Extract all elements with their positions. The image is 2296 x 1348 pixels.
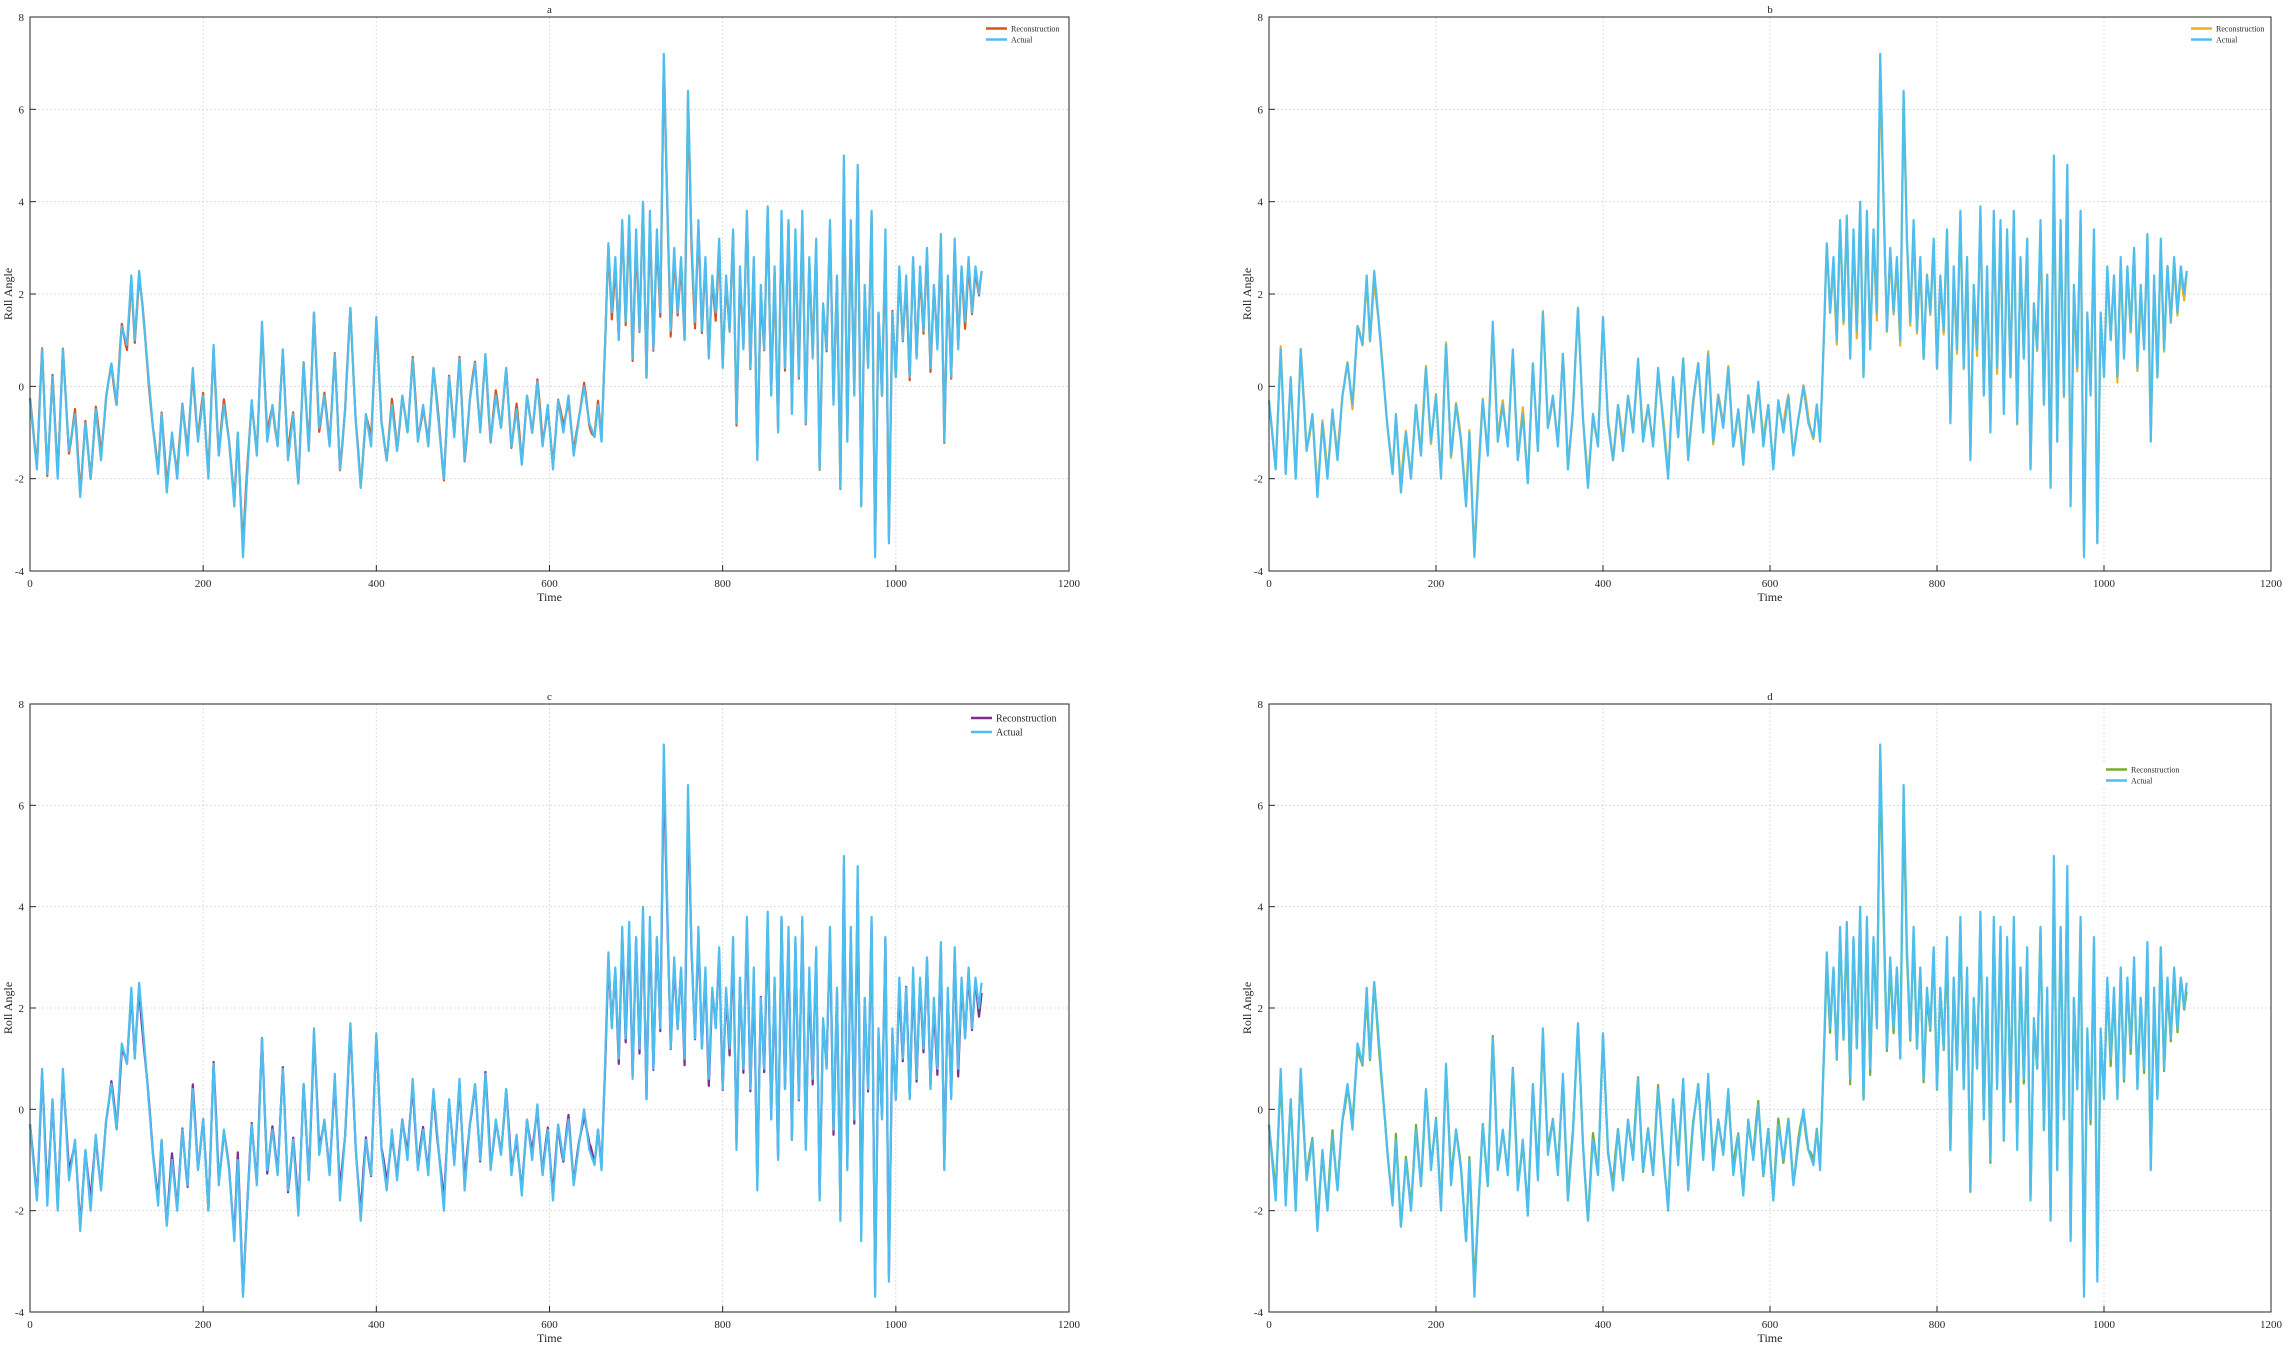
legend-label-actual: Actual (1011, 36, 1033, 45)
legend-label-actual: Actual (996, 728, 1023, 739)
y-tick-label: -2 (1254, 474, 1263, 486)
subplot-d: 0 200 400 600 800 1000 1200 -4 -2 0 2 4 6 8 d Time Roll … (1240, 691, 2283, 1345)
y-tick-label: 0 (19, 1104, 25, 1116)
x-tick-label: 0 (1266, 1319, 1272, 1331)
series-line-actual (1267, 743, 2188, 1298)
legend-label-reconstruction: Reconstruction (2131, 766, 2179, 775)
x-tick-label: 200 (195, 578, 212, 590)
x-axis-label: Time (1758, 1331, 1783, 1345)
chart-title: d (1767, 691, 1773, 703)
x-tick-label: 1000 (885, 1319, 908, 1331)
x-tick-label: 1200 (1058, 1319, 1081, 1331)
y-tick-label: 4 (19, 902, 25, 914)
x-tick-label: 1200 (2260, 578, 2283, 590)
x-tick-label: 200 (1428, 578, 1445, 590)
y-axis-label: Roll Angle (1, 982, 15, 1034)
x-tick-label: 800 (1929, 578, 1946, 590)
y-axis-label: Roll Angle (1240, 982, 1254, 1034)
y-tick-label: 8 (1258, 699, 1264, 711)
x-tick-label: 800 (714, 578, 731, 590)
y-tick-label: -4 (1254, 566, 1264, 578)
y-axis-label: Roll Angle (1240, 268, 1254, 320)
series-line-actual (28, 52, 983, 559)
y-tick-label: 8 (19, 12, 25, 24)
x-tick-label: 400 (368, 1319, 385, 1331)
x-tick-label: 600 (541, 578, 558, 590)
y-tick-label: -4 (15, 1307, 25, 1319)
subplot-b: 0 200 400 600 800 1000 1200 -4 -2 0 2 4 6 8 b Time Roll … (1240, 4, 2283, 604)
y-tick-label: 0 (19, 381, 25, 393)
x-tick-label: 200 (195, 1319, 212, 1331)
x-tick-label: 1000 (885, 578, 908, 590)
x-axis-label: Time (537, 1331, 562, 1345)
x-tick-label: 400 (368, 578, 385, 590)
x-axis-label: Time (537, 590, 562, 604)
x-axis-label: Time (1758, 590, 1783, 604)
x-tick-label: 1200 (2260, 1319, 2283, 1331)
y-tick-label: 4 (1258, 902, 1264, 914)
y-tick-label: 4 (19, 197, 25, 209)
legend-label-reconstruction: Reconstruction (2216, 25, 2264, 34)
y-tick-label: 4 (1258, 197, 1264, 209)
legend: Reconstruction Actual (2187, 22, 2267, 46)
series-line-actual (28, 743, 983, 1298)
y-tick-label: 2 (1258, 289, 1264, 301)
x-tick-label: 800 (1929, 1319, 1946, 1331)
chart-title: b (1767, 4, 1773, 16)
x-tick-label: 200 (1428, 1319, 1445, 1331)
series-line-reconstruction (28, 763, 983, 1295)
y-tick-label: 8 (1258, 12, 1264, 24)
legend: Reconstruction Actual (2102, 763, 2186, 787)
y-tick-label: 2 (19, 1003, 25, 1015)
legend-box (967, 710, 1064, 740)
subplot-a: 0 200 400 600 800 1000 1200 -4 -2 0 2 4 6 8 a Time Roll … (1, 4, 1081, 604)
y-tick-label: 0 (1258, 1104, 1264, 1116)
x-tick-label: 400 (1595, 578, 1612, 590)
x-tick-label: 1200 (1058, 578, 1081, 590)
series-line-reconstruction (28, 61, 983, 552)
chart-title: a (547, 4, 552, 16)
chart-title: c (547, 691, 552, 703)
legend-label-actual: Actual (2216, 36, 2238, 45)
series-line-actual (1267, 52, 2188, 559)
legend: Reconstruction Actual (982, 22, 1066, 46)
y-tick-label: -4 (15, 566, 25, 578)
y-tick-label: 0 (1258, 381, 1264, 393)
y-tick-label: 2 (1258, 1003, 1264, 1015)
x-tick-label: 0 (27, 1319, 33, 1331)
y-tick-label: -2 (15, 474, 24, 486)
y-tick-label: 6 (19, 104, 25, 116)
legend-label-actual: Actual (2131, 777, 2153, 786)
subplot-c: 0 200 400 600 800 1000 1200 -4 -2 0 2 4 6 8 c Time Roll … (1, 691, 1081, 1345)
x-tick-label: 0 (27, 578, 33, 590)
y-tick-label: 2 (19, 289, 25, 301)
legend: Reconstruction Actual (967, 710, 1064, 740)
x-tick-label: 600 (541, 1319, 558, 1331)
y-tick-label: -2 (15, 1206, 24, 1218)
x-tick-label: 600 (1762, 1319, 1779, 1331)
y-tick-label: 6 (1258, 104, 1264, 116)
legend-label-reconstruction: Reconstruction (1011, 25, 1059, 34)
y-tick-label: 8 (19, 699, 25, 711)
series-line-reconstruction (1267, 67, 2188, 557)
x-tick-label: 400 (1595, 1319, 1612, 1331)
y-axis-label: Roll Angle (1, 268, 15, 320)
x-tick-label: 1000 (2093, 578, 2116, 590)
y-tick-label: 6 (19, 800, 25, 812)
x-tick-label: 1000 (2093, 1319, 2116, 1331)
y-tick-label: -4 (1254, 1307, 1264, 1319)
series-line-reconstruction (1267, 757, 2188, 1288)
legend-label-reconstruction: Reconstruction (996, 714, 1057, 725)
x-tick-label: 800 (714, 1319, 731, 1331)
y-tick-label: -2 (1254, 1206, 1263, 1218)
x-tick-label: 0 (1266, 578, 1272, 590)
y-tick-label: 6 (1258, 800, 1264, 812)
x-tick-label: 600 (1762, 578, 1779, 590)
